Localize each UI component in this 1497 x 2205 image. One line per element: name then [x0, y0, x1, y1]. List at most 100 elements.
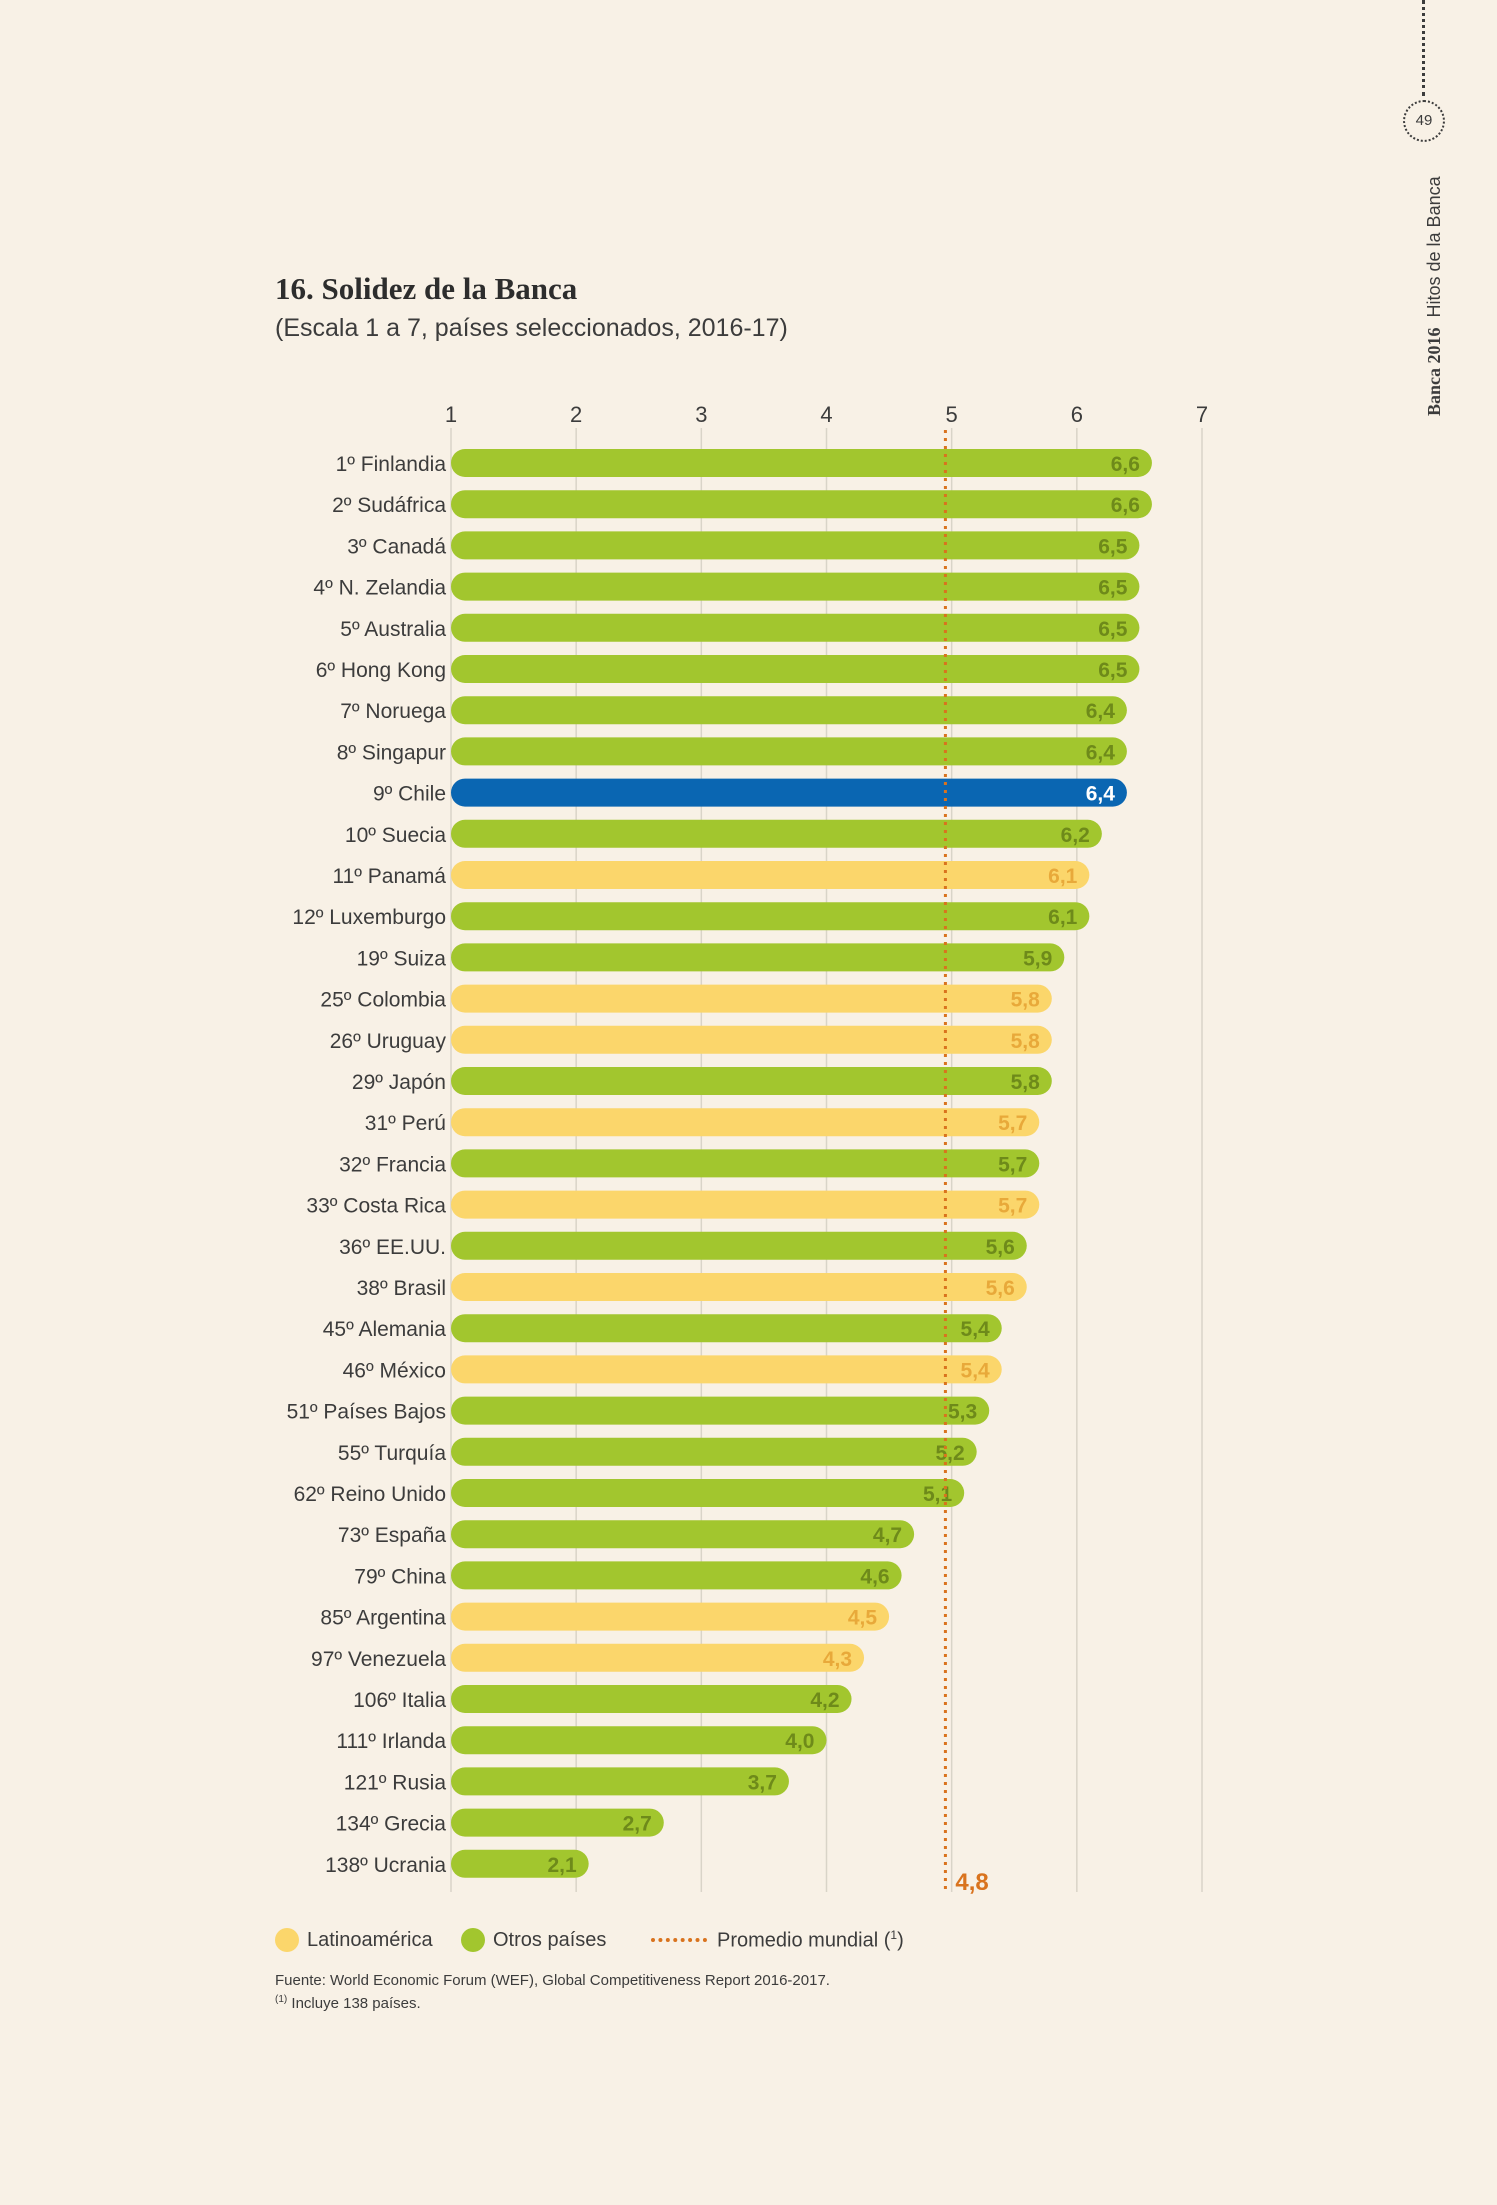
value-label: 6,5: [1098, 659, 1128, 682]
bar-31: [451, 1685, 852, 1713]
legend-label-average-sup: 1: [890, 1928, 898, 1942]
legend-label-latam: Latinoamérica: [307, 1928, 433, 1951]
category-label: 79º China: [354, 1565, 446, 1588]
value-label: 5,6: [986, 1236, 1015, 1259]
category-label: 111º Irlanda: [336, 1730, 446, 1753]
bar-7: [451, 696, 1127, 725]
legend-item-average: Promedio mundial (1): [651, 1928, 904, 1953]
bar-33: [451, 1767, 789, 1796]
value-label: 2,1: [547, 1854, 577, 1877]
legend-label-average-text: Promedio mundial (: [717, 1929, 891, 1952]
footnote-note-mark: (1): [275, 1994, 288, 2005]
bar-4: [451, 572, 1140, 601]
value-label: 5,7: [998, 1112, 1027, 1135]
bar-25: [451, 1437, 977, 1466]
bar-24: [451, 1396, 990, 1425]
legend-item-latam: Latinoamérica: [275, 1928, 433, 1952]
chart-subtitle: (Escala 1 a 7, países seleccionados, 201…: [275, 314, 788, 342]
category-label: 73º España: [338, 1524, 446, 1547]
category-label: 138º Ucrania: [325, 1854, 446, 1877]
value-label: 4,2: [810, 1689, 839, 1712]
legend-label-otros: Otros países: [493, 1928, 607, 1951]
bar-10: [451, 819, 1102, 848]
category-label: 31º Perú: [365, 1112, 446, 1135]
legend-label-average-end: ): [897, 1929, 904, 1952]
category-label: 10º Suecia: [345, 824, 446, 847]
value-label: 5,6: [986, 1277, 1015, 1300]
bar-22: [451, 1314, 1002, 1343]
category-label: 45º Alemania: [323, 1318, 447, 1341]
category-label: 29º Japón: [352, 1071, 446, 1094]
bar-34: [451, 1808, 664, 1837]
value-label: 5,1: [923, 1483, 953, 1506]
category-label: 36º EE.UU.: [339, 1236, 446, 1259]
legend-swatch-average: [651, 1938, 707, 1943]
value-label: 2,7: [623, 1813, 652, 1836]
bar-30: [451, 1643, 865, 1672]
category-label: 51º Países Bajos: [287, 1401, 446, 1424]
value-label: 5,7: [998, 1195, 1027, 1218]
x-tick-label-7: 7: [1196, 402, 1208, 427]
value-label: 4,7: [873, 1524, 902, 1547]
value-label: 5,7: [998, 1153, 1027, 1176]
value-label: 5,4: [961, 1359, 991, 1382]
value-label: 5,8: [1011, 1030, 1041, 1053]
x-tick-label-4: 4: [820, 402, 832, 427]
bar-18: [451, 1149, 1040, 1178]
value-label: 4,5: [848, 1607, 878, 1630]
category-label: 11º Panamá: [332, 865, 446, 888]
category-label: 46º México: [343, 1359, 446, 1382]
value-label: 6,1: [1048, 906, 1078, 929]
bar-28: [451, 1561, 902, 1590]
bar-29: [451, 1602, 890, 1631]
bar-35: [451, 1849, 589, 1878]
category-label: 3º Canadá: [347, 535, 446, 558]
page-number: 49: [1403, 100, 1445, 142]
x-tick-label-1: 1: [445, 402, 457, 427]
value-label: 6,4: [1086, 783, 1116, 806]
value-label: 3,7: [748, 1771, 777, 1794]
bar-23: [451, 1355, 1002, 1384]
average-value-label: 4,8: [955, 1869, 988, 1896]
value-label: 6,5: [1098, 535, 1128, 558]
bar-1: [451, 449, 1152, 477]
category-label: 1º Finlandia: [336, 453, 447, 476]
footnote-note-text: Incluye 138 países.: [287, 1995, 421, 2012]
category-label: 7º Noruega: [340, 700, 446, 723]
value-label: 6,6: [1111, 453, 1140, 476]
category-label: 25º Colombia: [320, 989, 446, 1012]
value-label: 6,4: [1086, 741, 1116, 764]
bar-6: [451, 655, 1140, 683]
category-label: 97º Venezuela: [311, 1648, 446, 1671]
category-label: 85º Argentina: [320, 1607, 446, 1630]
category-label: 26º Uruguay: [330, 1030, 447, 1053]
bar-21: [451, 1273, 1027, 1301]
category-label: 121º Rusia: [344, 1771, 447, 1794]
bar-13: [451, 943, 1065, 972]
legend-item-otros: Otros países: [461, 1928, 606, 1952]
bar-14: [451, 984, 1052, 1013]
value-label: 6,5: [1098, 577, 1128, 600]
bar-8: [451, 737, 1127, 766]
bar-9: [451, 778, 1127, 807]
bar-27: [451, 1520, 915, 1549]
value-label: 5,9: [1023, 947, 1052, 970]
value-label: 6,1: [1048, 865, 1078, 888]
footnotes: Fuente: World Economic Forum (WEF), Glob…: [275, 1971, 830, 2013]
bar-12: [451, 902, 1090, 931]
bar-3: [451, 531, 1140, 560]
category-label: 4º N. Zelandia: [313, 577, 446, 600]
x-tick-label-5: 5: [946, 402, 958, 427]
bar-5: [451, 613, 1140, 642]
category-label: 5º Australia: [340, 618, 446, 641]
value-label: 6,5: [1098, 618, 1128, 641]
value-label: 4,6: [860, 1565, 889, 1588]
category-label: 38º Brasil: [357, 1277, 446, 1300]
bar-17: [451, 1108, 1040, 1137]
category-label: 106º Italia: [353, 1689, 446, 1712]
value-label: 5,4: [961, 1318, 991, 1341]
value-label: 6,6: [1111, 494, 1140, 517]
value-label: 5,8: [1011, 1071, 1041, 1094]
